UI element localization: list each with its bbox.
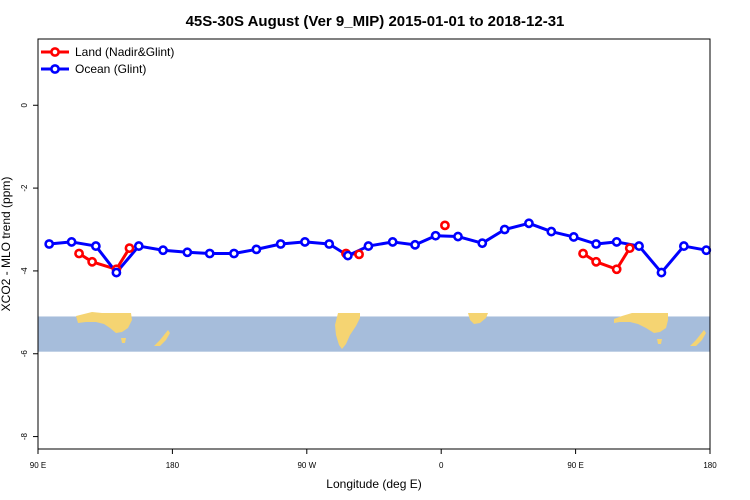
ocean-glint-point <box>499 224 510 235</box>
y-tick-label: -6 <box>20 350 29 358</box>
africa-land-shape <box>468 313 488 324</box>
land-nadir-glint-point <box>624 243 635 254</box>
ocean-glint-point <box>342 250 353 261</box>
ocean-glint-point <box>611 237 622 247</box>
ocean-glint-point <box>591 239 602 249</box>
land-nadir-glint-legend-marker <box>50 47 60 57</box>
land-nadir-glint-point <box>87 256 98 267</box>
y-tick-label: 0 <box>20 102 29 107</box>
ocean-glint-point <box>251 244 262 255</box>
land-nadir-glint-legend-label: Land (Nadir&Glint) <box>75 45 174 59</box>
ocean-glint-point <box>701 245 712 256</box>
ocean-glint-point <box>111 267 122 278</box>
ocean-glint-point <box>90 241 101 251</box>
ocean-glint-point <box>410 239 420 250</box>
land-nadir-glint-point <box>578 248 588 259</box>
ocean-glint-point <box>44 239 55 249</box>
south-america-land-shape <box>335 313 360 349</box>
plot-frame <box>37 38 711 450</box>
ocean-glint-point <box>275 239 286 249</box>
x-tick-label: 90 W <box>297 461 316 470</box>
ocean-glint-point <box>634 241 644 251</box>
land-nadir-glint-point <box>591 256 602 267</box>
australia-land-shape <box>76 312 132 333</box>
ocean-band <box>38 316 710 352</box>
ocean-glint-point <box>656 267 667 278</box>
ocean-glint-point <box>678 241 689 251</box>
series-lines <box>49 221 707 274</box>
ocean-glint-point <box>300 237 310 247</box>
x-tick-label: 90 E <box>567 461 583 470</box>
tasmania-land-shape-2 <box>657 339 662 344</box>
ocean-glint-point <box>524 218 534 229</box>
ocean-glint-point <box>158 245 168 256</box>
x-tick-label: 180 <box>703 461 717 470</box>
land-nadir-glint-point <box>74 248 84 259</box>
land-nadir-glint-point <box>611 264 622 275</box>
chart-title: 45S-30S August (Ver 9_MIP) 2015-01-01 to… <box>186 13 565 30</box>
x-axis-title: Longitude (deg E) <box>326 477 421 491</box>
ocean-glint-point <box>204 248 215 259</box>
land-nadir-glint-point <box>440 220 450 231</box>
australia-land-shape-2 <box>614 313 668 333</box>
ocean-glint-segment <box>637 245 663 274</box>
ocean-glint-point <box>324 239 335 249</box>
ocean-glint-legend-label: Ocean (Glint) <box>75 62 146 76</box>
ocean-glint-point <box>568 232 579 242</box>
new-zealand-land-shape-2 <box>690 330 706 346</box>
x-tick-label: 0 <box>439 461 444 470</box>
legend: Land (Nadir&Glint) Ocean (Glint) <box>41 45 174 76</box>
ocean-glint-point <box>453 231 463 242</box>
x-axis: 90 E 180 90 W 0 90 E 180 <box>30 449 717 470</box>
ocean-glint-point <box>546 226 557 237</box>
ocean-glint-point <box>229 248 239 259</box>
background-map-band <box>38 312 710 352</box>
y-tick-label: -8 <box>20 432 29 440</box>
series-points <box>44 218 712 278</box>
ocean-glint-point <box>66 237 77 247</box>
tasmania-land-shape <box>121 338 126 343</box>
y-axis-title: XCO2 - MLO trend (ppm) <box>0 177 13 312</box>
ocean-glint-point <box>430 230 441 241</box>
ocean-glint-point <box>182 247 193 258</box>
y-axis: 0 -2 -4 -6 -8 <box>20 102 38 440</box>
ocean-glint-point <box>387 237 398 247</box>
x-tick-label: 180 <box>166 461 180 470</box>
ocean-glint-point <box>133 241 144 251</box>
ocean-glint-legend-marker <box>50 64 60 74</box>
ocean-glint-segment <box>660 245 686 274</box>
land-nadir-glint-point <box>354 249 364 260</box>
ocean-glint-point <box>477 238 488 249</box>
y-tick-label: -4 <box>20 267 29 275</box>
new-zealand-land-shape <box>154 330 170 346</box>
y-tick-label: -2 <box>20 184 29 192</box>
x-tick-label: 90 E <box>30 461 46 470</box>
ocean-glint-point <box>363 241 374 251</box>
land-nadir-glint-point <box>124 243 135 254</box>
